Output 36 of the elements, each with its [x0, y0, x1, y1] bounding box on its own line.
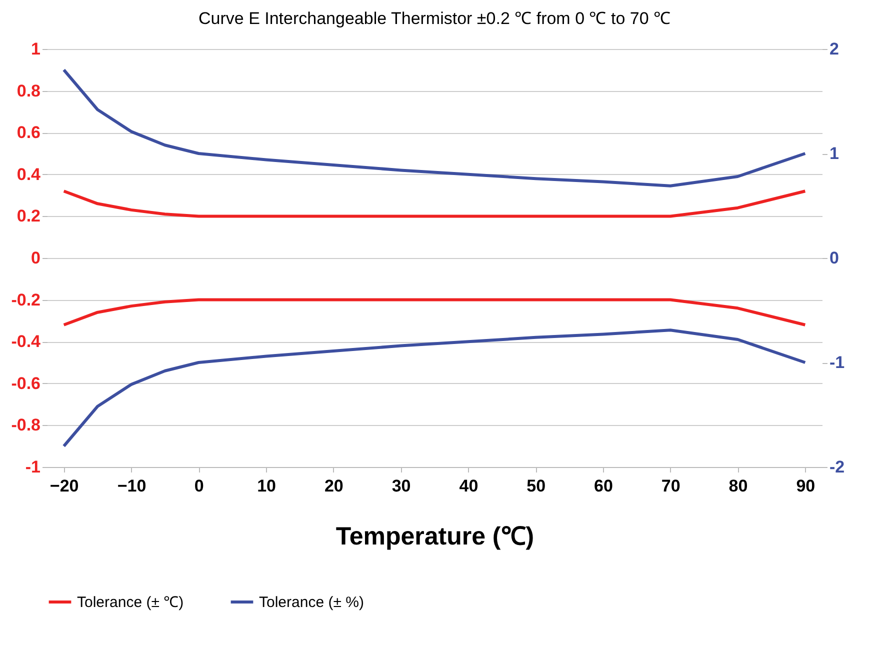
- line-series: [62, 298, 807, 326]
- y-tick-label: 1: [31, 40, 40, 58]
- line-series: [62, 328, 807, 448]
- x-tick-label: 90: [796, 476, 816, 496]
- x-tick-label: 10: [257, 476, 276, 496]
- x-tick-label: −20: [50, 476, 79, 496]
- x-axis-title: Temperature (℃): [336, 522, 534, 550]
- y-tick-label: 0: [31, 248, 40, 268]
- x-tick-label: 70: [661, 476, 680, 496]
- line-series: [62, 190, 807, 218]
- x-tick-label: 40: [459, 476, 478, 496]
- x-tick-label: 50: [526, 476, 546, 496]
- legend-label: Tolerance (± ℃): [77, 594, 184, 611]
- chart-title: Curve E Interchangeable Thermistor ±0.2 ℃ from 0 ℃ to 70 ℃: [198, 9, 670, 28]
- y-tick-label: -0.8: [11, 416, 40, 435]
- y-tick-label: 0.6: [16, 123, 40, 142]
- y-tick-label: -0.2: [11, 290, 40, 310]
- y-tick-label: 0.8: [16, 81, 40, 100]
- x-tick-label: 80: [728, 476, 748, 496]
- y2-tick-label: 1: [830, 144, 839, 163]
- y-tick-label: -1: [25, 458, 40, 476]
- y-tick-label: 0.2: [16, 206, 40, 226]
- y2-tick-label: -2: [830, 458, 845, 476]
- x-tick-label: 30: [392, 476, 411, 496]
- x-tick-label: 60: [594, 476, 613, 496]
- legend-label: Tolerance (± %): [259, 594, 364, 611]
- x-tick-label: −10: [117, 476, 146, 496]
- y-tick-label: -0.4: [11, 332, 42, 352]
- y2-tick-label: 0: [830, 248, 839, 268]
- y2-tick-label: -1: [830, 353, 845, 372]
- line-series: [62, 68, 807, 188]
- y-tick-label: 0.4: [16, 164, 42, 184]
- x-tick-label: 20: [324, 476, 344, 496]
- y2-tick-label: 2: [830, 40, 839, 58]
- x-tick-label: 0: [194, 476, 204, 496]
- y-tick-label: -0.6: [11, 374, 40, 393]
